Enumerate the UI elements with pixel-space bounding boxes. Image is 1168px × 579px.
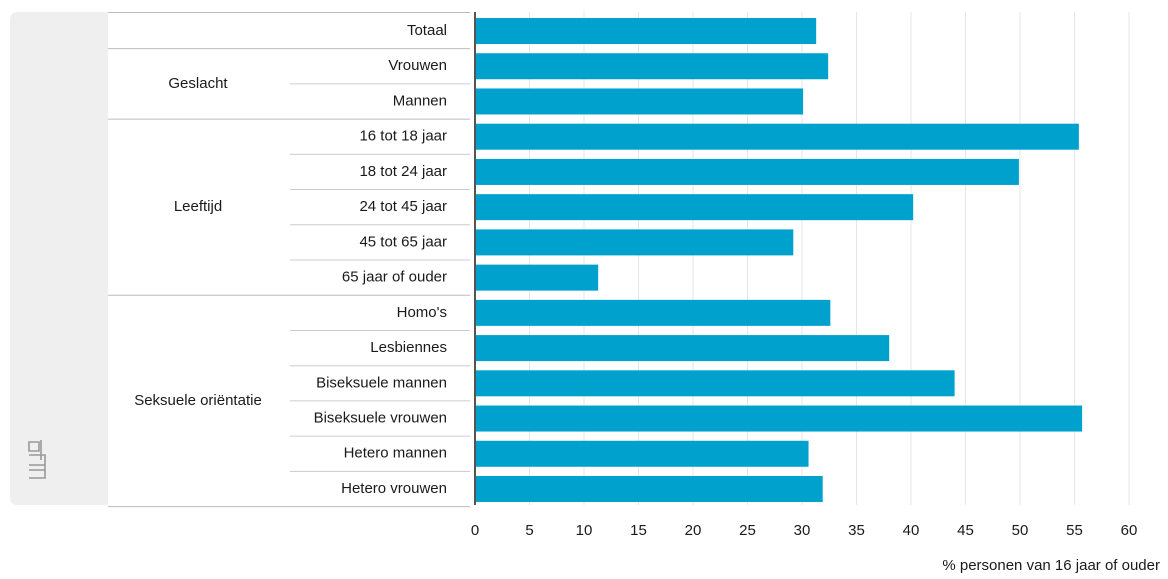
bar [475, 370, 955, 397]
y-tick-label: Biseksuele vrouwen [314, 410, 447, 427]
y-tick-label: 45 tot 65 jaar [359, 233, 447, 250]
group-label: Leeftijd [174, 198, 222, 215]
bar [475, 123, 1079, 150]
y-tick-label: Homo's [397, 304, 447, 321]
x-tick-label: 30 [794, 522, 811, 539]
group-label: Geslacht [168, 75, 228, 92]
bar [475, 264, 599, 291]
x-tick-label: 35 [848, 522, 865, 539]
y-tick-label: 65 jaar of ouder [342, 269, 447, 286]
bar [475, 476, 823, 503]
y-tick-label: Lesbiennes [370, 339, 447, 356]
x-tick-label: 45 [957, 522, 974, 539]
y-tick-label: Mannen [393, 92, 447, 109]
x-tick-label: 15 [630, 522, 647, 539]
bar [475, 88, 804, 115]
panel [10, 12, 108, 505]
y-tick-label: Vrouwen [388, 57, 447, 74]
x-tick-label: 20 [685, 522, 702, 539]
y-tick-label: Hetero vrouwen [341, 480, 447, 497]
group-label: Seksuele oriëntatie [134, 392, 262, 409]
x-tick-label: 10 [576, 522, 593, 539]
y-tick-label: Biseksuele mannen [316, 374, 447, 391]
bar [475, 158, 1019, 185]
bar [475, 53, 829, 80]
x-tick-label: 40 [903, 522, 920, 539]
y-tick-label: 16 tot 18 jaar [359, 128, 447, 145]
y-tick-label: 24 tot 45 jaar [359, 198, 447, 215]
x-tick-label: 5 [525, 522, 533, 539]
y-tick-label: Hetero mannen [344, 445, 447, 462]
bar [475, 335, 890, 362]
x-tick-label: 60 [1121, 522, 1138, 539]
x-tick-label: 0 [471, 522, 479, 539]
x-axis-label: % personen van 16 jaar of ouder [942, 557, 1160, 574]
x-tick-label: 25 [739, 522, 756, 539]
x-tick-label: 50 [1012, 522, 1029, 539]
bar [475, 229, 794, 256]
bar [475, 440, 809, 467]
bar [475, 405, 1083, 432]
cbs-logo [28, 440, 46, 479]
y-tick-label: 18 tot 24 jaar [359, 163, 447, 180]
y-tick-label: Totaal [407, 22, 447, 39]
bar [475, 18, 817, 45]
x-tick-label: 55 [1066, 522, 1083, 539]
bar [475, 194, 914, 221]
bar [475, 299, 831, 326]
